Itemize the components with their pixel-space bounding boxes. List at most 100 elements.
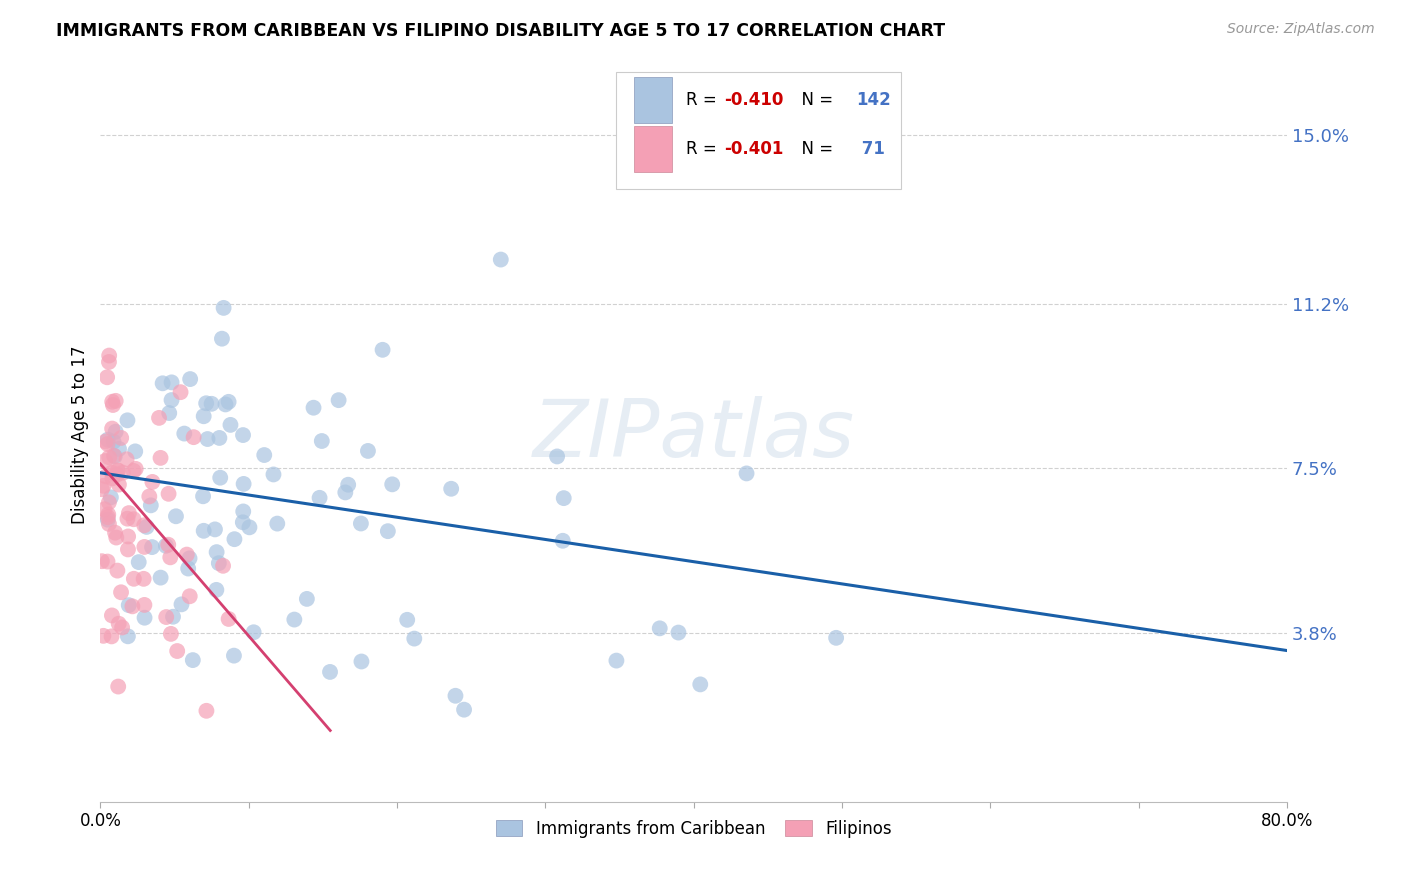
Point bbox=[335, 485, 357, 500]
Point bbox=[93, 479, 115, 493]
Point bbox=[160, 376, 183, 390]
Point bbox=[283, 613, 305, 627]
FancyBboxPatch shape bbox=[634, 78, 672, 123]
Point bbox=[101, 421, 124, 435]
Point bbox=[357, 444, 380, 458]
Text: -0.401: -0.401 bbox=[724, 140, 783, 158]
Point bbox=[93, 629, 115, 643]
Point bbox=[115, 452, 138, 467]
Point bbox=[101, 398, 124, 412]
Point bbox=[117, 511, 139, 525]
Point bbox=[117, 413, 139, 427]
Text: -0.410: -0.410 bbox=[724, 91, 783, 109]
Point bbox=[104, 525, 127, 540]
Point bbox=[195, 704, 218, 718]
Point bbox=[148, 410, 170, 425]
Point bbox=[107, 616, 129, 631]
Text: N =: N = bbox=[792, 140, 838, 158]
Point bbox=[183, 430, 205, 444]
Point bbox=[104, 450, 127, 464]
Point bbox=[489, 252, 512, 267]
Point bbox=[97, 495, 120, 509]
Point bbox=[108, 477, 131, 491]
Point bbox=[605, 654, 627, 668]
Point bbox=[100, 629, 122, 643]
Point bbox=[396, 613, 419, 627]
Point bbox=[105, 467, 128, 482]
Point bbox=[100, 491, 122, 505]
Point bbox=[125, 462, 148, 476]
Point bbox=[98, 355, 121, 369]
Point bbox=[103, 449, 125, 463]
Point bbox=[211, 332, 233, 346]
Point bbox=[735, 467, 758, 481]
Point bbox=[118, 506, 141, 520]
Point bbox=[93, 502, 115, 516]
Point bbox=[173, 426, 195, 441]
Point bbox=[295, 591, 318, 606]
Point bbox=[404, 632, 426, 646]
Point bbox=[94, 454, 117, 468]
Legend: Immigrants from Caribbean, Filipinos: Immigrants from Caribbean, Filipinos bbox=[489, 814, 898, 845]
Point bbox=[122, 512, 145, 526]
Point bbox=[110, 585, 132, 599]
Point bbox=[195, 396, 218, 410]
Point bbox=[825, 631, 848, 645]
Point bbox=[117, 542, 139, 557]
Point bbox=[179, 551, 201, 566]
Point bbox=[121, 599, 143, 614]
Point bbox=[444, 689, 467, 703]
Point bbox=[134, 540, 156, 554]
Point bbox=[97, 437, 120, 451]
Point bbox=[103, 434, 125, 449]
Point bbox=[179, 589, 201, 603]
Point bbox=[176, 548, 198, 562]
Point bbox=[266, 516, 288, 531]
Point bbox=[337, 477, 360, 491]
Point bbox=[94, 434, 117, 449]
Point bbox=[98, 349, 121, 363]
Point bbox=[212, 301, 235, 315]
Point bbox=[141, 475, 163, 489]
Point bbox=[179, 372, 201, 386]
Point bbox=[219, 417, 242, 432]
Point bbox=[440, 482, 463, 496]
Point bbox=[328, 393, 350, 408]
Point bbox=[108, 442, 131, 456]
Point bbox=[319, 665, 342, 679]
Point bbox=[105, 531, 128, 545]
Point bbox=[117, 629, 139, 643]
Point bbox=[193, 524, 215, 538]
Point bbox=[98, 450, 121, 465]
Point bbox=[209, 471, 232, 485]
Point bbox=[157, 406, 180, 420]
Point bbox=[302, 401, 325, 415]
Point bbox=[110, 431, 132, 445]
Point bbox=[200, 397, 222, 411]
Point bbox=[104, 425, 127, 439]
Point bbox=[170, 598, 193, 612]
Point bbox=[238, 520, 260, 534]
Point bbox=[218, 612, 240, 626]
Point bbox=[149, 571, 172, 585]
Point bbox=[117, 529, 139, 543]
Point bbox=[160, 627, 183, 641]
Point bbox=[350, 516, 373, 531]
Point bbox=[139, 499, 162, 513]
Point bbox=[138, 490, 160, 504]
Text: 71: 71 bbox=[856, 140, 884, 158]
Point bbox=[90, 554, 112, 568]
Point bbox=[377, 524, 399, 538]
Point bbox=[165, 509, 187, 524]
Point bbox=[263, 467, 285, 482]
Point bbox=[191, 489, 214, 503]
Point bbox=[97, 516, 120, 531]
Point bbox=[197, 432, 219, 446]
Text: R =: R = bbox=[686, 91, 723, 109]
Point bbox=[208, 556, 231, 570]
Point bbox=[111, 620, 134, 634]
Point bbox=[205, 545, 228, 559]
Point bbox=[162, 609, 184, 624]
Point bbox=[218, 394, 240, 409]
Y-axis label: Disability Age 5 to 17: Disability Age 5 to 17 bbox=[72, 346, 89, 524]
